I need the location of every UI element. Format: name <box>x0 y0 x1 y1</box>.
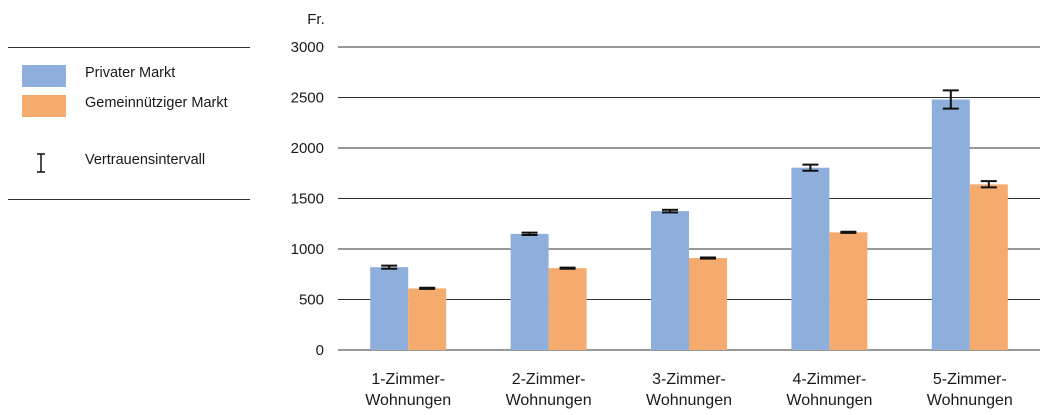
error-bars <box>381 89 997 290</box>
error-bar-icon <box>22 152 66 174</box>
bar <box>689 258 727 350</box>
bar <box>969 184 1008 350</box>
legend-label-privater-markt: Privater Markt <box>85 65 176 81</box>
bar <box>791 167 830 350</box>
y-tick-label: 2000 <box>291 140 324 157</box>
legend-item-privater-markt: Privater Markt <box>22 65 235 87</box>
x-tick-label: 4-Zimmer-Wohnungen <box>786 371 872 409</box>
error-bar <box>381 264 398 270</box>
y-tick-label: 1500 <box>291 191 324 208</box>
bar <box>548 268 587 350</box>
legend-label-vertrauensintervall: Vertrauensintervall <box>85 152 206 168</box>
y-tick-label: 2500 <box>291 90 324 107</box>
x-tick-label: 1-Zimmer-Wohnungen <box>365 371 451 409</box>
y-tick-label: 1000 <box>291 241 324 258</box>
legend-swatch-privater-markt <box>22 65 66 87</box>
bar <box>408 288 447 350</box>
bar <box>510 233 549 350</box>
y-tick-label: 0 <box>316 342 324 359</box>
error-bar <box>942 89 959 110</box>
error-bar <box>559 266 576 270</box>
y-tick-label: 3000 <box>291 39 324 56</box>
y-tick-label: 500 <box>299 292 324 309</box>
error-bar <box>419 286 436 290</box>
legend: Privater Markt Gemeinnütziger Markt Vert… <box>8 47 250 200</box>
error-bar <box>521 231 538 237</box>
error-bar <box>980 180 997 189</box>
bar <box>829 232 868 350</box>
legend-item-vertrauensintervall: Vertrauensintervall <box>22 152 235 174</box>
x-tick-label: 2-Zimmer-Wohnungen <box>506 371 592 409</box>
bar <box>931 99 970 351</box>
legend-item-gemeinnuetziger-markt: Gemeinnütziger Markt <box>22 95 235 117</box>
error-bar <box>840 230 857 234</box>
bar <box>370 267 409 350</box>
y-axis-ticks: 0 500 1000 1500 2000 2500 3000 <box>291 39 324 359</box>
y-axis-unit: Fr. <box>307 11 325 28</box>
x-axis-ticks: 1-Zimmer-Wohnungen 2-Zimmer-Wohnungen 3-Zi… <box>365 371 1013 409</box>
legend-label-gemeinnuetziger-markt: Gemeinnütziger Markt <box>85 95 228 111</box>
x-tick-label: 3-Zimmer-Wohnungen <box>646 371 732 409</box>
bar <box>651 211 689 350</box>
bars <box>370 99 1008 351</box>
legend-swatch-gemeinnuetziger-markt <box>22 95 66 117</box>
error-bar <box>662 208 678 214</box>
error-bar <box>700 256 716 260</box>
error-bar <box>802 163 819 172</box>
x-tick-label: 5-Zimmer-Wohnungen <box>927 371 1013 409</box>
